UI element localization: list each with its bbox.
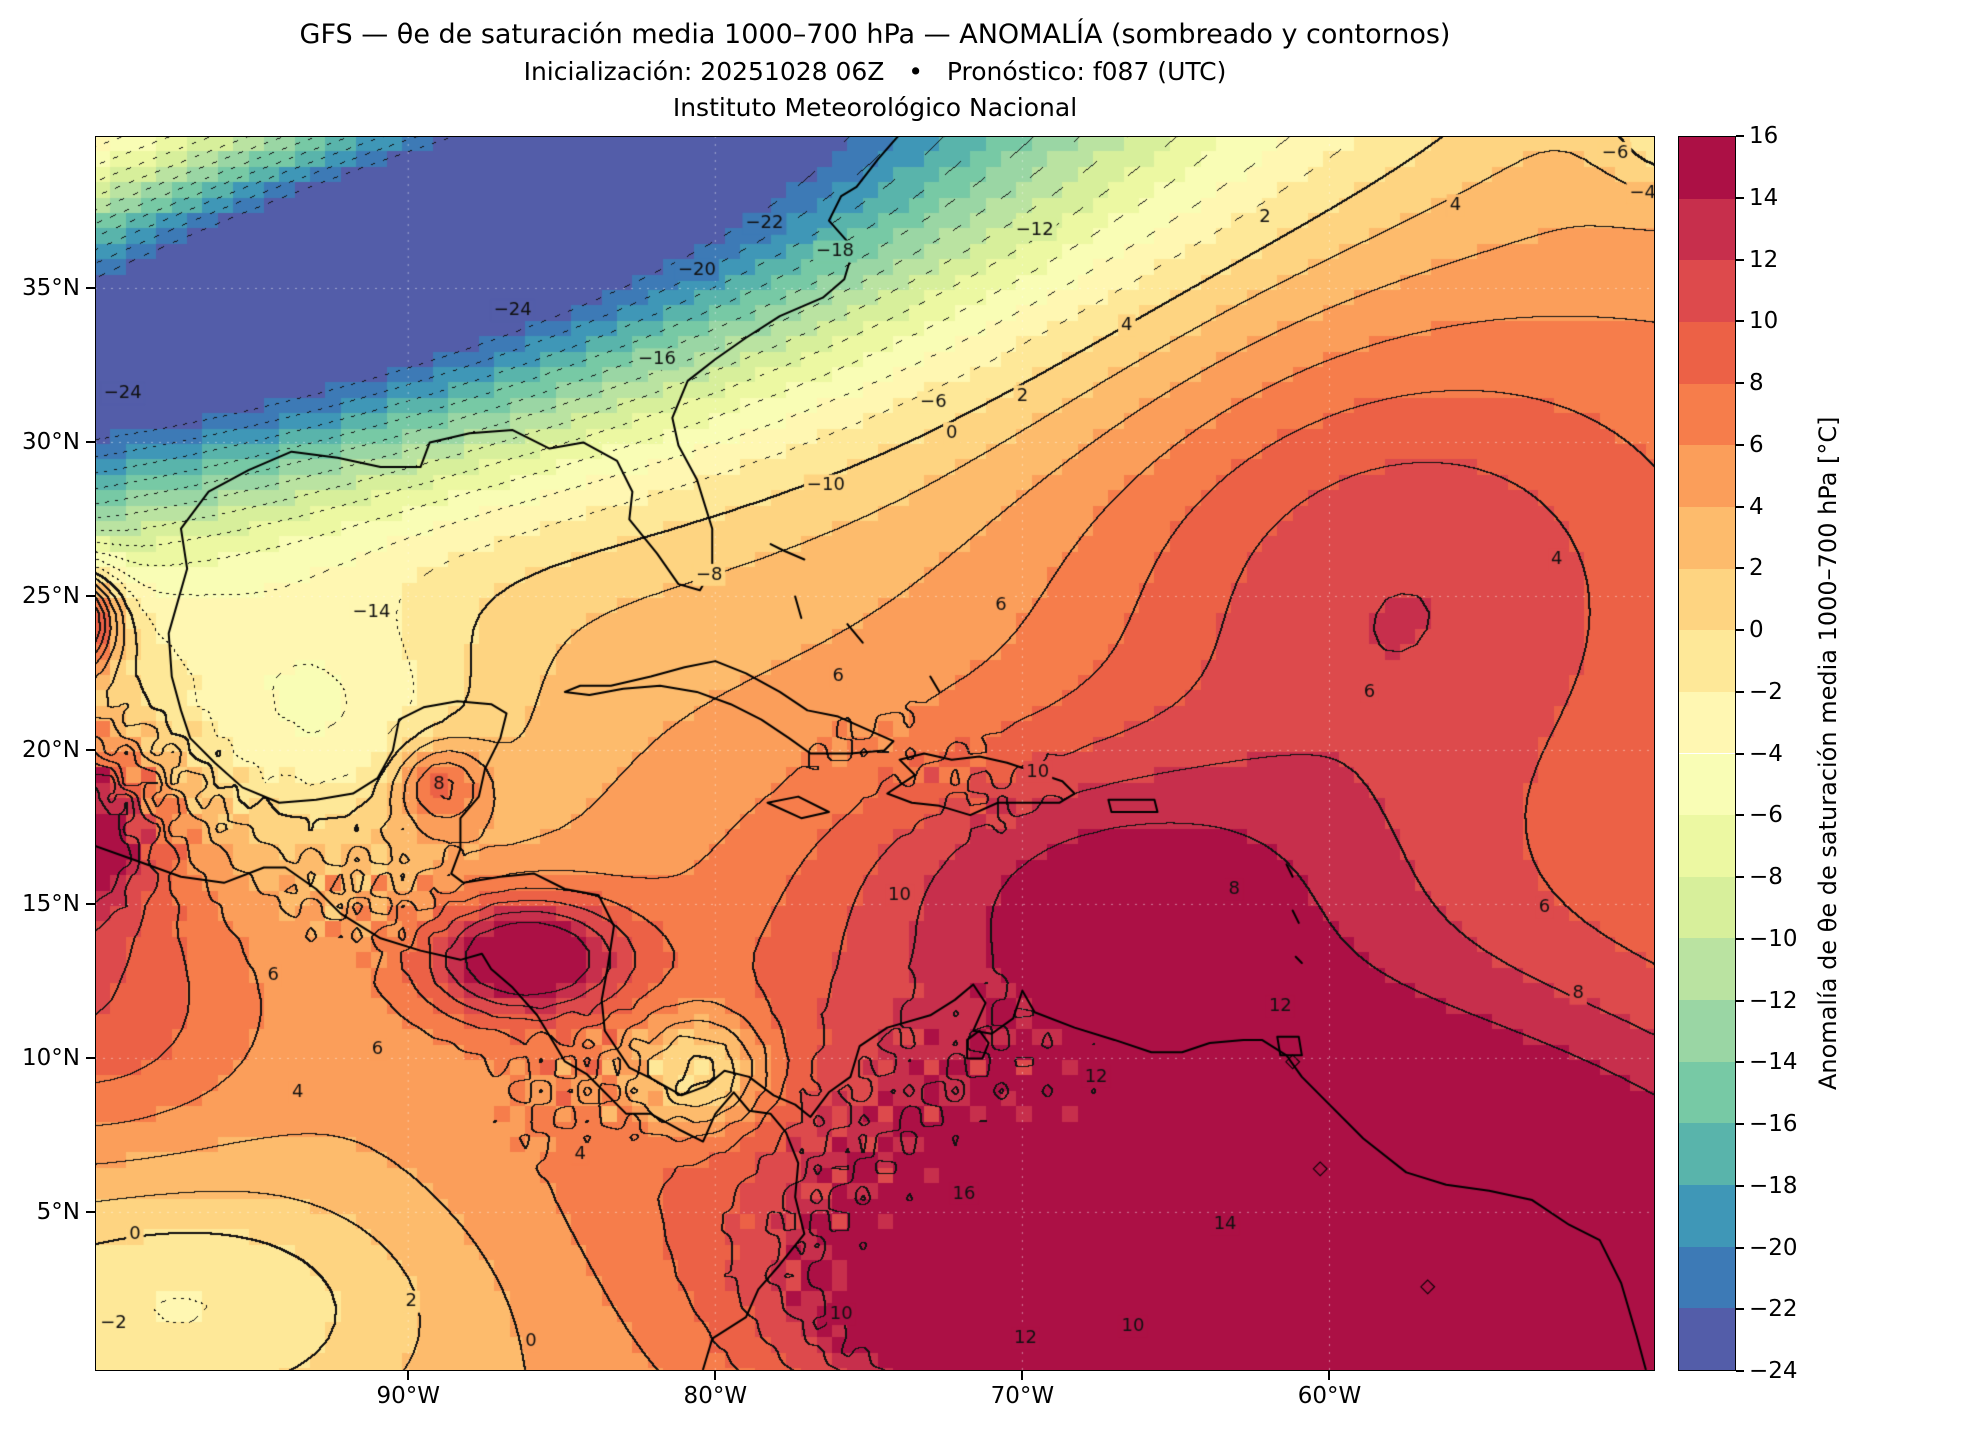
x-tick-label: 70°W — [990, 1383, 1055, 1409]
colorbar-tick-label: 14 — [1749, 184, 1779, 211]
colorbar-tick-mark — [1736, 196, 1744, 199]
colorbar-tick-label: −4 — [1749, 740, 1783, 767]
colorbar-tick-label: 6 — [1749, 431, 1764, 458]
colorbar-tick-mark — [1736, 1123, 1744, 1125]
colorbar-tick-label: −10 — [1749, 925, 1798, 952]
colorbar-segment — [1679, 1000, 1735, 1062]
colorbar-tick-mark — [1736, 1184, 1744, 1187]
colorbar-tick-label: −20 — [1749, 1234, 1798, 1261]
colorbar-segment — [1679, 876, 1735, 939]
colorbar-tick-mark — [1736, 999, 1744, 1002]
x-tick-label: 90°W — [376, 1383, 440, 1409]
colorbar-tick-mark — [1736, 505, 1744, 508]
colorbar-segment — [1679, 1308, 1735, 1370]
colorbar-tick-mark — [1736, 690, 1744, 693]
chart-institution: Instituto Meteorológico Nacional — [672, 93, 1078, 122]
colorbar-tick-mark — [1736, 443, 1744, 446]
y-tick-mark — [86, 903, 95, 906]
y-tick-mark — [86, 1057, 95, 1060]
colorbar-segment — [1679, 753, 1735, 816]
y-tick-label: 30°N — [22, 429, 80, 456]
colorbar-label: Anomalía de θe de saturación media 1000–… — [1814, 416, 1842, 1091]
y-tick-label: 25°N — [22, 583, 80, 610]
colorbar-segment — [1679, 1246, 1735, 1309]
colorbar-tick-mark — [1736, 814, 1744, 817]
x-tick-mark — [714, 1371, 717, 1380]
colorbar-segment — [1679, 815, 1735, 877]
colorbar-segment — [1679, 1061, 1735, 1124]
y-tick-label: 10°N — [22, 1045, 80, 1072]
y-tick-mark — [86, 595, 95, 598]
colorbar-tick-label: 8 — [1749, 370, 1764, 396]
x-tick-label: 60°W — [1297, 1383, 1362, 1409]
colorbar-tick-label: 12 — [1749, 246, 1779, 273]
colorbar-tick-mark — [1736, 135, 1744, 137]
colorbar-tick-label: −22 — [1749, 1296, 1798, 1323]
x-tick-mark — [1021, 1371, 1024, 1380]
colorbar-tick-mark — [1736, 320, 1744, 323]
colorbar-tick-label: 2 — [1749, 555, 1764, 582]
colorbar-tick-mark — [1736, 258, 1744, 261]
y-tick-mark — [86, 1211, 95, 1214]
y-tick-mark — [86, 441, 95, 444]
colorbar-segment — [1679, 137, 1735, 199]
colorbar-tick-label: −16 — [1749, 1111, 1798, 1137]
colorbar-tick-label: 16 — [1749, 123, 1779, 149]
x-tick-mark — [1328, 1371, 1331, 1380]
colorbar-tick-label: −8 — [1749, 864, 1783, 890]
y-tick-label: 35°N — [22, 275, 80, 302]
colorbar-segment — [1679, 938, 1735, 1001]
x-tick-label: 80°W — [683, 1383, 748, 1409]
colorbar-tick-label: −24 — [1749, 1358, 1798, 1384]
colorbar-segment — [1679, 1185, 1735, 1247]
title-block: GFS — θe de saturación media 1000–700 hP… — [95, 16, 1655, 126]
x-tick-mark — [407, 1371, 410, 1380]
colorbar-tick-label: −6 — [1749, 802, 1783, 829]
colorbar-segment — [1679, 568, 1735, 631]
colorbar-tick-mark — [1736, 567, 1744, 570]
anomaly-map-canvas — [95, 136, 1655, 1371]
colorbar-segment — [1679, 198, 1735, 261]
colorbar-tick-mark — [1736, 876, 1744, 878]
colorbar-tick-label: 0 — [1749, 617, 1764, 643]
y-tick-label: 5°N — [36, 1199, 80, 1226]
colorbar-tick-mark — [1736, 1061, 1744, 1064]
y-tick-mark — [86, 287, 95, 290]
colorbar-tick-mark — [1736, 629, 1744, 631]
colorbar-tick-label: −12 — [1749, 987, 1798, 1014]
colorbar-segment — [1679, 506, 1735, 569]
colorbar-segment — [1679, 321, 1735, 384]
colorbar — [1678, 136, 1736, 1371]
chart-subtitle: Inicialización: 20251028 06Z • Pronóstic… — [523, 57, 1227, 86]
colorbar-tick-label: −18 — [1749, 1172, 1798, 1199]
colorbar-tick-label: 4 — [1749, 493, 1764, 520]
colorbar-tick-mark — [1736, 1370, 1744, 1372]
colorbar-segment — [1679, 383, 1735, 446]
colorbar-segment — [1679, 445, 1735, 507]
colorbar-segment — [1679, 1123, 1735, 1186]
y-tick-label: 15°N — [22, 891, 80, 918]
y-tick-mark — [86, 749, 95, 752]
colorbar-tick-mark — [1736, 1246, 1744, 1249]
colorbar-tick-mark — [1736, 382, 1744, 384]
colorbar-tick-label: 10 — [1749, 308, 1779, 335]
chart-title: GFS — θe de saturación media 1000–700 hP… — [299, 19, 1451, 50]
colorbar-tick-mark — [1736, 937, 1744, 940]
colorbar-segment — [1679, 260, 1735, 322]
colorbar-tick-label: −2 — [1749, 678, 1783, 705]
y-tick-label: 20°N — [22, 737, 80, 764]
colorbar-tick-mark — [1736, 1308, 1744, 1311]
colorbar-tick-mark — [1736, 752, 1744, 755]
colorbar-segment — [1679, 691, 1735, 754]
colorbar-segment — [1679, 630, 1735, 692]
colorbar-tick-label: −14 — [1749, 1049, 1798, 1076]
